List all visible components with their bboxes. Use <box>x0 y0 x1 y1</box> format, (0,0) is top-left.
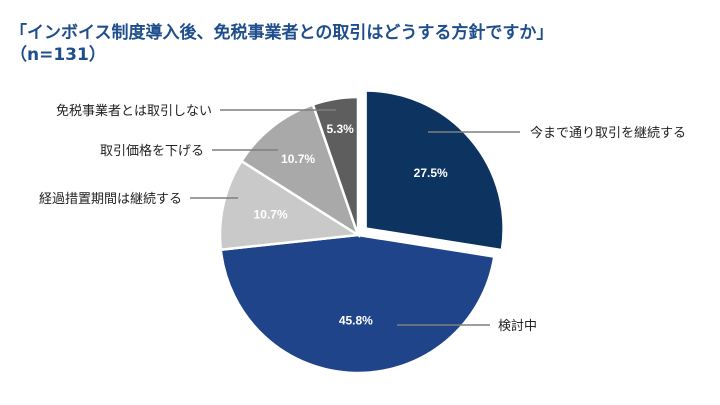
chart-title: 「インボイス制度導入後、免税事業者との取引はどうする方針ですか」 <box>10 23 554 43</box>
slice-1-category-label: 今まで通り取引を継続する <box>530 125 686 141</box>
slice-3-value-label: 10.7% <box>254 208 288 222</box>
slice-5-category-label: 免税事業者とは取引しない <box>56 103 212 119</box>
chart-sample-size: （n=131） <box>10 45 106 65</box>
slice-4-value-label: 10.7% <box>281 152 315 166</box>
slice-5-value-label: 5.3% <box>326 122 354 136</box>
slice-1-value-label: 27.5% <box>414 166 448 180</box>
slice-4-category-label: 取引価格を下げる <box>100 143 204 159</box>
slice-3-category-label: 経過措置期間は継続する <box>39 192 182 207</box>
slice-1-wedge <box>364 89 505 252</box>
slice-2-value-label: 45.8% <box>339 314 373 328</box>
slice-2-wedge <box>219 233 496 375</box>
slice-5-wedge <box>311 95 360 236</box>
slice-3-wedge <box>218 159 362 252</box>
slice-2-category-label: 検討中 <box>498 318 537 334</box>
slice-4-wedge <box>239 102 361 238</box>
